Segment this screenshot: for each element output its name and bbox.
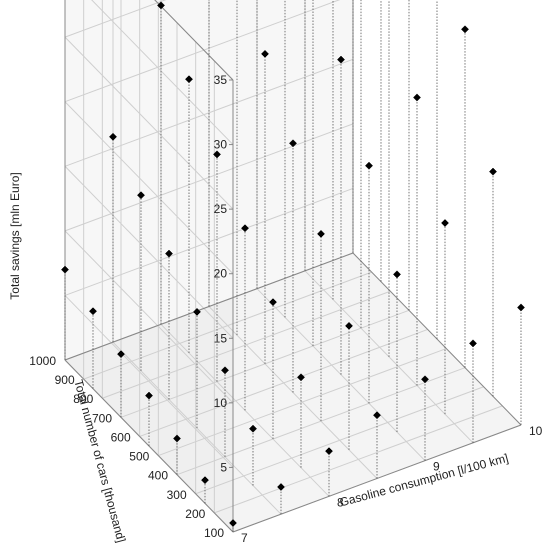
right-wall-grid-z <box>64 187 354 296</box>
left-wall-grid-z <box>91 0 234 145</box>
z-axis-title: Total savings [mln Euro] <box>8 172 22 299</box>
y-tick-label: 600 <box>111 430 131 444</box>
data-point-marker <box>269 298 277 307</box>
data-point-marker <box>469 339 477 348</box>
data-point-marker <box>109 132 117 141</box>
data-point-marker <box>117 350 125 359</box>
data-point-marker <box>89 307 97 316</box>
chart-data-points <box>61 1 525 527</box>
data-point-marker <box>393 270 401 279</box>
y-tick-label: 1000 <box>29 354 56 368</box>
data-point-marker <box>365 161 373 170</box>
z-tick-label: 5 <box>220 460 227 474</box>
chart-drop-lines <box>64 0 522 532</box>
data-point-marker <box>461 25 469 34</box>
y-tick-label: 700 <box>92 411 112 425</box>
data-point-marker <box>441 219 449 227</box>
x-tick-label: 7 <box>241 531 248 544</box>
data-point-marker <box>325 447 333 456</box>
data-point-marker <box>165 249 173 258</box>
data-point-marker <box>61 265 69 274</box>
data-point-marker <box>289 139 297 148</box>
data-point-marker <box>517 303 525 312</box>
data-point-marker <box>261 49 269 58</box>
z-tick-label: 10 <box>214 396 228 410</box>
y-tick-label: 100 <box>204 526 224 540</box>
left-wall-grid-z <box>64 230 234 404</box>
floor-grid-y <box>102 290 391 399</box>
top-edge-left <box>154 0 234 81</box>
z-tick-label: 15 <box>214 331 228 345</box>
data-point-marker <box>277 483 285 491</box>
y-tick-label: 800 <box>73 392 93 406</box>
left-wall-grid-z <box>64 36 234 210</box>
right-wall-grid-z <box>64 58 354 167</box>
left-wall-grid-z <box>64 165 234 339</box>
data-point-marker <box>229 519 237 527</box>
z-tick-label: 20 <box>214 267 228 281</box>
data-point-marker <box>213 150 221 159</box>
chart-tick-labels: 5 10 15 20 25 30 35 100 200 300 400 500 600 700 800 900… <box>29 73 542 544</box>
y-tick-label: 900 <box>55 373 75 387</box>
data-point-marker <box>193 307 201 316</box>
z-tick-label: 35 <box>214 73 228 87</box>
y-tick-label: 400 <box>148 469 168 483</box>
data-point-marker <box>489 167 497 176</box>
floor-grid-y <box>83 271 372 380</box>
z-tick-label: 25 <box>214 202 228 216</box>
chart-back-panes <box>65 0 521 532</box>
floor-grid-y <box>195 386 484 495</box>
data-point-marker <box>241 224 249 233</box>
y-tick-label: 200 <box>185 507 205 521</box>
x-tick-label: 9 <box>433 460 440 474</box>
floor-grid-y <box>214 405 503 514</box>
data-point-marker <box>421 375 429 384</box>
data-point-marker <box>337 55 345 64</box>
data-point-marker <box>173 434 181 443</box>
data-point-marker <box>137 191 145 200</box>
x-tick-label: 10 <box>529 424 543 438</box>
right-wall-grid-z <box>64 0 167 38</box>
data-point-marker <box>345 321 353 330</box>
data-point-marker <box>297 373 305 382</box>
data-point-marker <box>317 229 325 238</box>
data-point-marker <box>221 366 229 375</box>
floor-grid-y <box>158 348 447 457</box>
x-tick-label: 8 <box>337 495 344 509</box>
floor-grid-y <box>139 328 428 437</box>
left-wall-grid-z <box>64 101 234 275</box>
y-tick-label: 300 <box>167 488 187 502</box>
data-point-marker <box>201 476 209 485</box>
data-point-marker <box>185 75 193 84</box>
z-tick-label: 30 <box>214 138 228 152</box>
data-point-marker <box>249 424 257 433</box>
data-point-marker <box>157 1 165 10</box>
data-point-marker <box>145 391 153 400</box>
left-wall-grid-z <box>64 295 234 468</box>
y-tick-label: 500 <box>129 450 149 464</box>
data-point-marker <box>413 93 421 102</box>
data-point-marker <box>373 411 381 420</box>
